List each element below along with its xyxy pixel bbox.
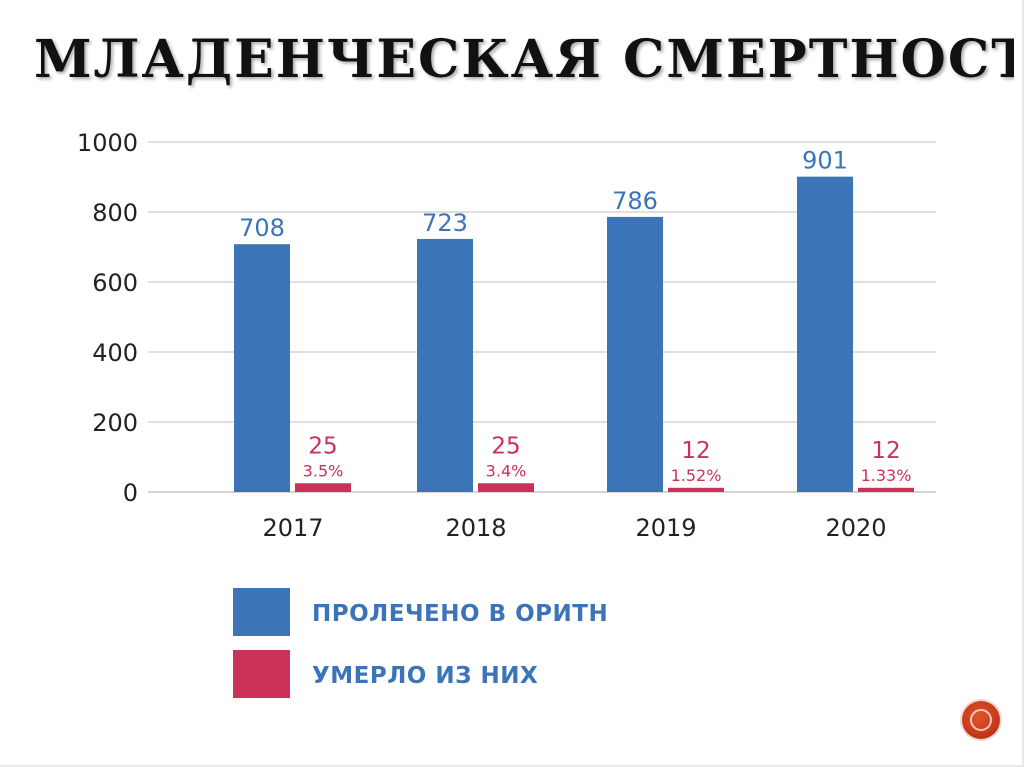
bar-died-2020 [858,487,914,492]
next-slide-icon [970,709,992,731]
percent-label-died: 1.33% [861,466,912,485]
bars [234,176,914,492]
y-tick-label: 200 [92,409,138,437]
data-label-died: 25 [491,433,520,459]
data-labels: 708 25 3.5% 723 25 3.4% 786 12 1.52% 901 12 1.33% [239,147,911,485]
page-title: МЛАДЕНЧЕСКАЯ СМЕРТНОСТЬ ВПЦ [34,29,1014,90]
y-tick-label: 400 [92,339,138,367]
y-tick-label: 0 [123,479,138,507]
y-tick-label: 1000 [77,129,138,157]
bar-died-2017 [295,483,351,492]
x-tick-label: 2020 [825,514,886,542]
x-axis-ticks: 2017 2018 2019 2020 [262,514,886,542]
bar-treated-2018 [417,238,473,492]
x-tick-label: 2017 [262,514,323,542]
data-label-treated: 786 [612,187,658,215]
legend-swatch [233,588,290,636]
legend-label: УМЕРЛО ИЗ НИХ [312,663,538,689]
bar-treated-2019 [607,216,663,492]
percent-label-died: 3.5% [303,461,344,480]
data-label-treated: 723 [422,209,468,237]
y-tick-label: 800 [92,199,138,227]
legend-label: ПРОЛЕЧЕНО В ОРИТН [312,601,608,627]
next-slide-button[interactable] [962,701,1000,739]
bar-died-2018 [478,483,534,492]
x-tick-label: 2019 [635,514,696,542]
y-axis-ticks: 0 200 400 600 800 1000 [77,129,138,507]
data-label-treated: 708 [239,214,285,242]
percent-label-died: 1.52% [671,466,722,485]
y-tick-label: 600 [92,269,138,297]
data-label-died: 25 [308,433,337,459]
bar-died-2019 [668,487,724,492]
legend-swatch [233,650,290,698]
bar-treated-2017 [234,244,290,492]
data-label-died: 12 [871,438,900,464]
percent-label-died: 3.4% [486,461,527,480]
data-label-treated: 901 [802,147,848,175]
data-label-died: 12 [681,438,710,464]
x-tick-label: 2018 [445,514,506,542]
bar-treated-2020 [797,176,853,492]
legend: ПРОЛЕЧЕНО В ОРИТН УМЕРЛО ИЗ НИХ [233,588,608,698]
